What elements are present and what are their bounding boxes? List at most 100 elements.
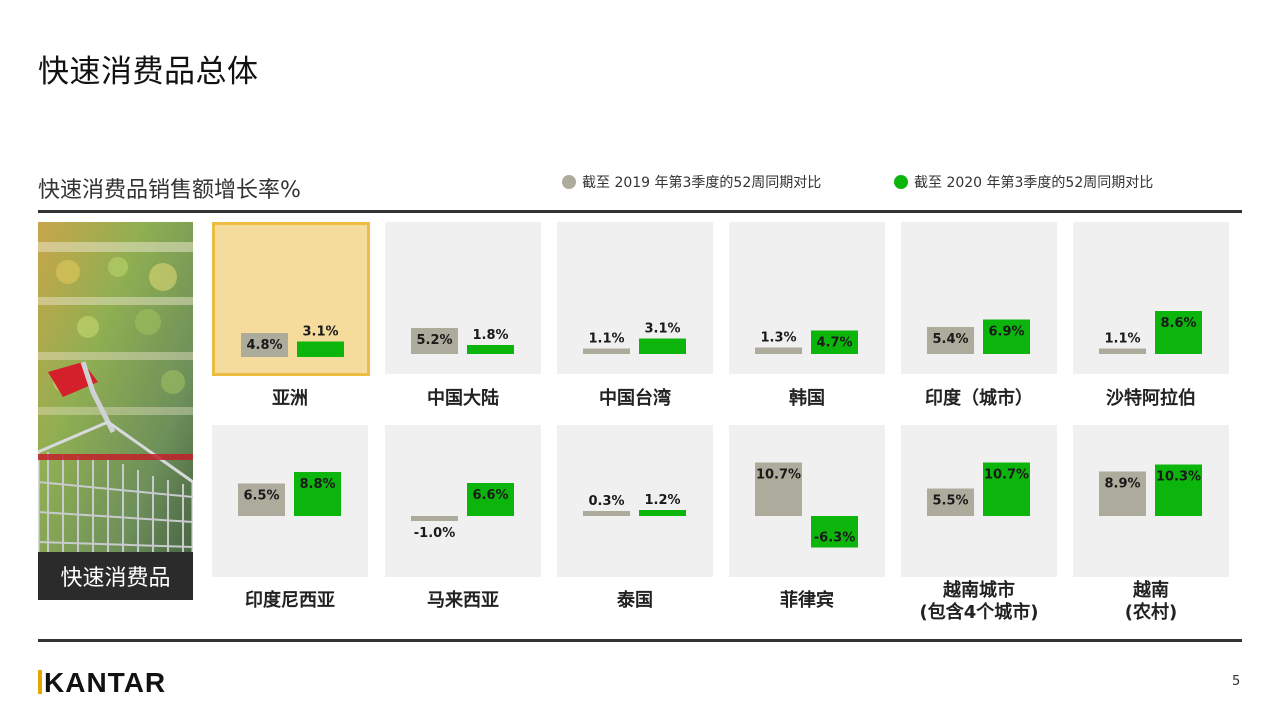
panel-label-line: 中国大陆	[427, 388, 499, 409]
page-title: 快速消费品总体	[38, 54, 259, 90]
data-label-2019: 0.3%	[588, 494, 624, 509]
legend-dot-2019	[562, 175, 576, 189]
bar-2020	[1155, 311, 1202, 354]
panel-label: 印度（城市）	[889, 388, 1069, 410]
panel-bars: 5.4% 6.9%	[927, 319, 1030, 354]
panel-bars: 0.3% 1.2%	[583, 493, 686, 516]
bar-2020	[983, 319, 1030, 354]
data-label-2020: 8.6%	[1160, 316, 1196, 331]
panel-label: 印度尼西亚	[200, 590, 380, 612]
data-label-2019: 1.1%	[588, 332, 624, 347]
panel-label-line: 韩国	[789, 388, 825, 409]
panel-label-line: 越南城市	[943, 580, 1015, 601]
panel-label-line: 马来西亚	[427, 590, 499, 611]
panel-bars: 1.1% 3.1%	[583, 322, 686, 354]
panel-label-line: (包含4个城市)	[919, 602, 1039, 623]
legend-item-2019: 截至 2019 年第3季度的52周同期对比	[562, 172, 821, 192]
panel-bars: 5.5% 10.7%	[927, 462, 1030, 516]
panel-bars: 1.3% 4.7%	[755, 330, 858, 354]
data-label-2020: 3.1%	[302, 325, 338, 340]
panel-label-line: 中国台湾	[599, 388, 671, 409]
data-label-2020: 1.8%	[472, 328, 508, 343]
bar-2019	[241, 333, 288, 357]
data-label-2019: 4.8%	[246, 338, 282, 353]
data-label-2019: 5.2%	[416, 333, 452, 348]
data-label-2019: 5.5%	[932, 494, 968, 509]
chart-panel: 0.3% 1.2%	[557, 425, 713, 577]
bar-2020	[983, 462, 1030, 516]
chart-panel: 10.7% -6.3%	[729, 425, 885, 577]
kantar-logo: KANTAR	[38, 667, 166, 699]
chart-panel: 8.9% 10.3%	[1073, 425, 1229, 577]
chart-panel: 5.2% 1.8%	[385, 222, 541, 374]
data-label-2019: 1.3%	[760, 331, 796, 346]
bar-2020	[467, 345, 514, 354]
data-label-2020: 8.8%	[299, 477, 335, 492]
panel-bars: 4.8% 3.1%	[241, 325, 344, 357]
data-label-2020: 10.3%	[1156, 470, 1201, 485]
bottom-divider	[38, 639, 1242, 642]
bar-2019	[1099, 471, 1146, 516]
bar-2019	[1099, 348, 1146, 354]
chart-panel: 1.1% 3.1%	[557, 222, 713, 374]
bar-2019	[583, 511, 630, 516]
data-label-2020: 10.7%	[984, 468, 1029, 483]
top-divider	[38, 210, 1242, 213]
panel-label: 中国台湾	[545, 388, 725, 410]
bar-2020	[639, 338, 686, 354]
data-label-2019: -1.0%	[414, 526, 455, 541]
panel-label: 菲律宾	[717, 590, 897, 612]
brand-name: KANTAR	[44, 667, 167, 698]
data-label-2019: 8.9%	[1104, 477, 1140, 492]
panel-label: 中国大陆	[373, 388, 553, 410]
bar-2019	[411, 328, 458, 354]
chart-panel: -1.0% 6.6%	[385, 425, 541, 577]
data-label-2020: 1.2%	[644, 493, 680, 508]
shopping-cart-photo	[38, 222, 193, 600]
panel-bars: 1.1% 8.6%	[1099, 311, 1202, 354]
panel-label-line: 沙特阿拉伯	[1106, 388, 1196, 409]
panel-bars: -1.0% 6.6%	[411, 483, 514, 541]
data-label-2020: 4.7%	[816, 336, 852, 351]
photo-caption: 快速消费品	[38, 552, 193, 600]
chart-panel: 6.5% 8.8%	[212, 425, 368, 577]
bar-2019	[411, 516, 458, 521]
logo-accent-bar	[38, 670, 42, 694]
page-number: 5	[1232, 674, 1241, 689]
bar-2019	[927, 488, 974, 516]
legend-item-2020: 截至 2020 年第3季度的52周同期对比	[894, 172, 1153, 192]
chart-subtitle: 快速消费品销售额增长率%	[38, 178, 301, 203]
chart-panel: 1.1% 8.6%	[1073, 222, 1229, 374]
bar-2020	[467, 483, 514, 516]
panel-bars: 8.9% 10.3%	[1099, 464, 1202, 516]
bar-2019	[755, 462, 802, 516]
data-label-2020: 3.1%	[644, 322, 680, 337]
legend-dot-2020	[894, 175, 908, 189]
panel-bars: 6.5% 8.8%	[238, 472, 341, 516]
panel-label: 亚洲	[200, 388, 380, 410]
panel-label: 马来西亚	[373, 590, 553, 612]
data-label-2019: 1.1%	[1104, 332, 1140, 347]
data-label-2020: 6.9%	[988, 325, 1024, 340]
bar-2019	[927, 327, 974, 354]
bar-2020	[294, 472, 341, 516]
panel-label-line: 印度尼西亚	[245, 590, 335, 611]
data-label-2020: -6.3%	[814, 531, 855, 546]
bar-2019	[755, 347, 802, 354]
data-label-2019: 10.7%	[756, 468, 801, 483]
chart-panel: 1.3% 4.7%	[729, 222, 885, 374]
chart-panel: 5.4% 6.9%	[901, 222, 1057, 374]
panel-bars: 10.7% -6.3%	[755, 462, 858, 548]
legend-label-2019: 截至 2019 年第3季度的52周同期对比	[582, 175, 822, 191]
panel-label-line: 菲律宾	[780, 590, 834, 611]
panel-label: 越南 (农村)	[1061, 580, 1241, 624]
bar-2019	[238, 483, 285, 516]
bar-2020	[297, 341, 344, 357]
chart-panel: 5.5% 10.7%	[901, 425, 1057, 577]
data-label-2019: 6.5%	[243, 489, 279, 504]
panel-label-line: (农村)	[1124, 602, 1178, 623]
panel-label-line: 越南	[1133, 580, 1169, 601]
panel-label: 泰国	[545, 590, 725, 612]
legend-label-2020: 截至 2020 年第3季度的52周同期对比	[914, 175, 1154, 191]
bar-2020	[811, 330, 858, 354]
